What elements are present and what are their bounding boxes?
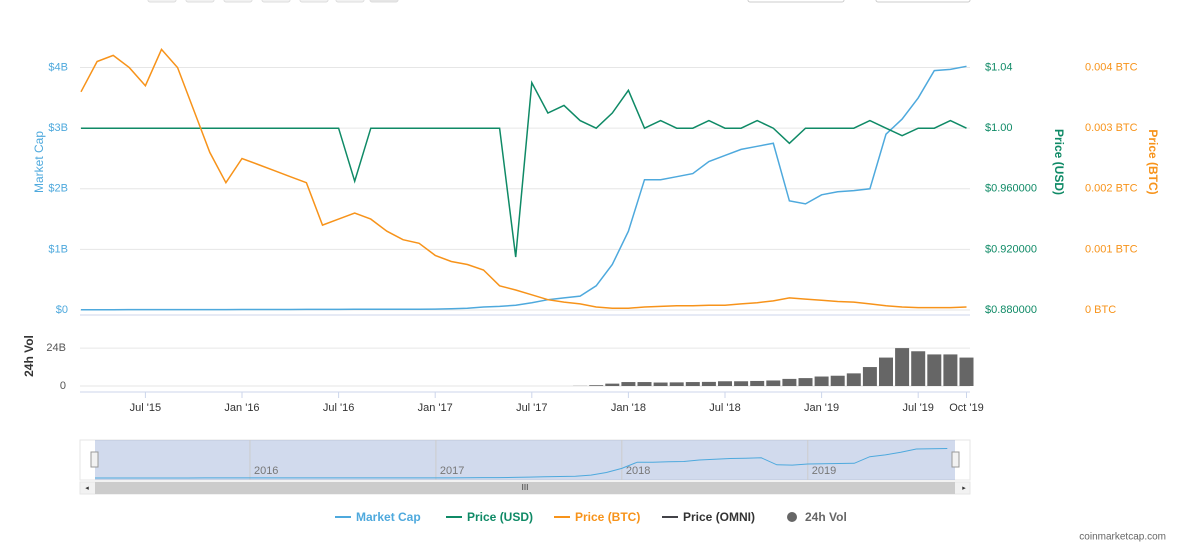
- volume-bar: [766, 380, 781, 386]
- x-tick-label: Jan '17: [418, 402, 453, 414]
- volume-bar: [830, 375, 845, 386]
- range-button[interactable]: [147, 0, 177, 3]
- volume-bar: [750, 380, 765, 386]
- y3-axis-title: Price (BTC): [1146, 129, 1160, 194]
- y3-tick-label: 0 BTC: [1085, 304, 1116, 316]
- navigator-label: 2016: [254, 465, 278, 477]
- legend-label[interactable]: Price (USD): [467, 510, 533, 524]
- range-button[interactable]: [185, 0, 215, 3]
- navigator-label: 2018: [626, 465, 650, 477]
- navigator-label: 2017: [440, 465, 464, 477]
- series-line: [80, 48, 967, 309]
- legend-label[interactable]: Price (OMNI): [683, 510, 755, 524]
- volume-bar: [895, 348, 910, 386]
- y3-tick-label: 0.002 BTC: [1085, 183, 1138, 195]
- date-input[interactable]: [875, 0, 971, 3]
- volume-bar: [734, 381, 749, 386]
- vol-tick-label: 24B: [46, 342, 66, 354]
- x-tick-label: Oct '19: [949, 402, 984, 414]
- vol-tick-label: 0: [60, 380, 66, 392]
- legend: Market Cap Price (USD) Price (BTC) Price (O…: [335, 510, 847, 524]
- range-button[interactable]: [299, 0, 329, 3]
- y3-tick-label: 0.001 BTC: [1085, 243, 1138, 255]
- navigator-handle[interactable]: [951, 451, 960, 468]
- navigator-label: 2019: [812, 465, 836, 477]
- navigator-handle[interactable]: [90, 451, 99, 468]
- navigator-mask[interactable]: [95, 440, 955, 480]
- y3-tick-label: 0.004 BTC: [1085, 61, 1138, 73]
- volume-bar: [814, 376, 829, 386]
- range-button[interactable]: [369, 0, 399, 3]
- volume-bar: [943, 354, 958, 386]
- vol-axis-title: 24h Vol: [22, 335, 36, 377]
- volume-bar: [782, 378, 797, 386]
- legend-label[interactable]: Price (BTC): [575, 510, 640, 524]
- series-line: [81, 80, 967, 258]
- volume-bar: [959, 357, 974, 386]
- volume-bar: [685, 382, 700, 386]
- range-button[interactable]: [261, 0, 291, 3]
- volume-bar: [879, 357, 893, 386]
- y2-tick-label: $1.00: [985, 122, 1013, 134]
- volume-bar: [862, 367, 877, 386]
- volume-bar: [605, 383, 620, 386]
- scroll-right[interactable]: ▸: [962, 485, 966, 492]
- toolbar: [147, 0, 971, 3]
- volume-bar: [589, 385, 604, 386]
- x-tick-label: Jul '15: [130, 402, 161, 414]
- volume-bar: [701, 381, 716, 386]
- x-tick-label: Jan '19: [804, 402, 839, 414]
- volume-bar: [637, 382, 652, 386]
- series-line: [81, 65, 967, 311]
- legend-label[interactable]: Market Cap: [356, 510, 421, 524]
- x-tick-label: Jan '16: [224, 402, 259, 414]
- y2-tick-label: $0.960000: [985, 183, 1037, 195]
- range-button[interactable]: [223, 0, 253, 3]
- y-tick-label: $4B: [48, 61, 68, 73]
- x-tick-label: Jul '19: [902, 402, 933, 414]
- x-tick-label: Jan '18: [611, 402, 646, 414]
- scrollbar-thumb[interactable]: [95, 482, 955, 494]
- y-tick-label: $2B: [48, 183, 68, 195]
- x-tick-label: Jul '16: [323, 402, 354, 414]
- date-input[interactable]: [747, 0, 845, 3]
- scroll-left[interactable]: ◂: [85, 485, 89, 492]
- y-axis-title: Market Cap: [32, 131, 46, 193]
- y-tick-label: $1B: [48, 243, 68, 255]
- credit: coinmarketcap.com: [1079, 532, 1166, 543]
- navigator[interactable]: [79, 439, 971, 481]
- volume-bar: [621, 382, 636, 386]
- volume-bar: [927, 354, 942, 386]
- x-tick-label: Jul '17: [516, 402, 547, 414]
- volume-bar: [798, 378, 813, 386]
- y-tick-label: $0: [56, 304, 68, 316]
- legend-label[interactable]: 24h Vol: [805, 510, 847, 524]
- y3-tick-label: 0.003 BTC: [1085, 122, 1138, 134]
- y2-tick-label: $1.04: [985, 61, 1013, 73]
- volume-bar: [846, 373, 861, 386]
- volume-bar: [669, 382, 684, 386]
- y2-axis-title: Price (USD): [1052, 129, 1066, 195]
- legend-symbol: [787, 512, 797, 522]
- volume-bar: [718, 381, 732, 386]
- x-tick-label: Jul '18: [709, 402, 740, 414]
- volume-bar: [653, 382, 668, 386]
- navigator-line: [95, 448, 948, 479]
- scrollbar-grip[interactable]: III: [522, 483, 529, 492]
- volume-bar: [911, 351, 926, 386]
- range-button[interactable]: [335, 0, 365, 3]
- y2-tick-label: $0.880000: [985, 304, 1037, 316]
- y-tick-label: $3B: [48, 122, 68, 134]
- y2-tick-label: $0.920000: [985, 243, 1037, 255]
